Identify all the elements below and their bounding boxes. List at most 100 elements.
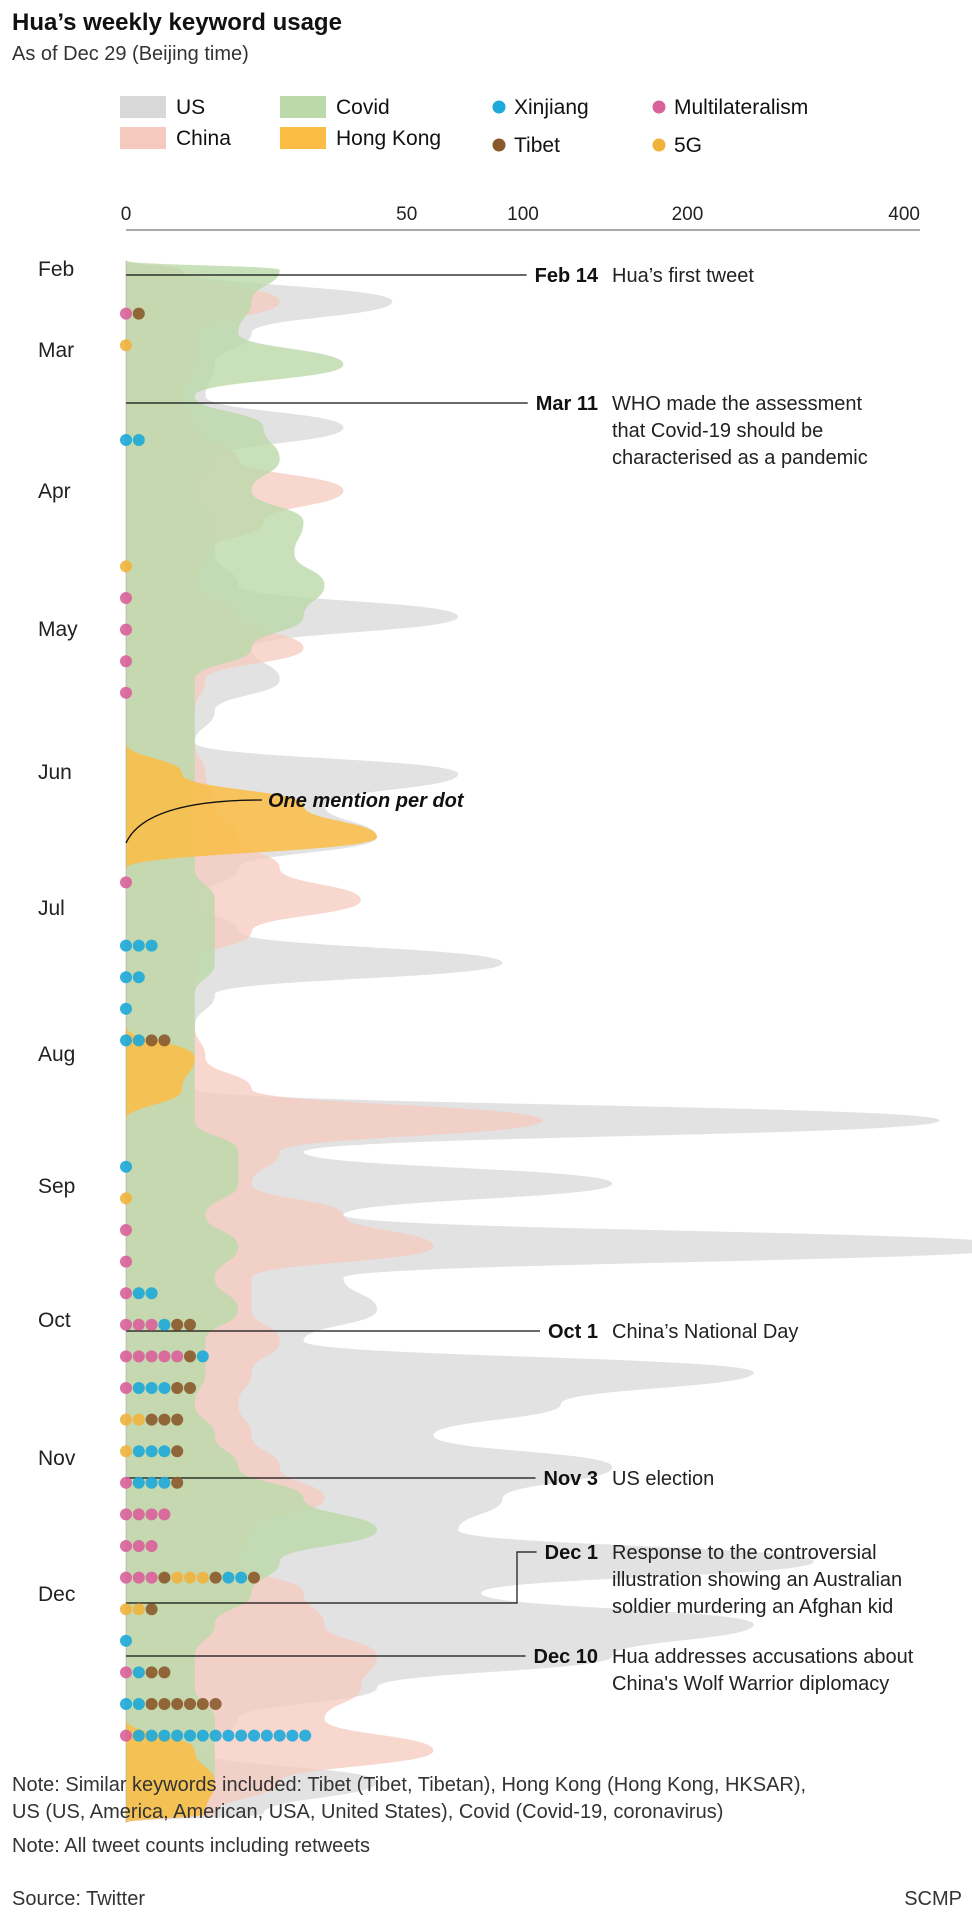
legend-label-hong-kong: Hong Kong: [336, 127, 441, 150]
dot-xinjiang: [120, 1002, 132, 1015]
dot-xinjiang: [120, 1034, 132, 1047]
legend-item-5g: 5G: [652, 134, 702, 157]
dot-xinjiang: [158, 1318, 171, 1331]
note-line-1: Note: Similar keywords included: Tibet (…: [12, 1774, 806, 1796]
legend-dot-xinjiang: [492, 100, 506, 114]
dot-xinjiang: [158, 1729, 171, 1742]
annotation-date: Feb 14: [535, 265, 599, 287]
dot-multilateralism: [120, 1476, 132, 1489]
annotation-mar-11: Mar 11 WHO made the assessment that Covid-…: [536, 393, 868, 469]
legend-item-xinjiang: Xinjiang: [492, 96, 589, 119]
month-labels: Feb Mar Apr May Jun Jul Aug Sep Oct Nov Dec: [38, 258, 78, 1606]
dot-xinjiang: [145, 1445, 158, 1458]
month-label-feb: Feb: [38, 258, 74, 281]
dot-tibet: [171, 1318, 184, 1331]
dot-xinjiang: [145, 939, 158, 952]
dot-multilateralism: [145, 1508, 158, 1521]
legend-swatch-china: [120, 127, 166, 149]
legend-label-tibet: Tibet: [514, 134, 560, 157]
legend-swatch-us: [120, 96, 166, 118]
dot-multilateralism: [158, 1350, 171, 1363]
dot-multilateralism: [120, 686, 132, 699]
dot-tibet: [158, 1666, 171, 1679]
area-covid: [126, 260, 378, 1823]
annotation-leader-dec-1: [126, 1551, 537, 1604]
annotation-text-line: US election: [612, 1468, 714, 1490]
annotation-text-line: Hua’s first tweet: [612, 265, 754, 287]
dot-tibet: [145, 1413, 158, 1426]
x-tick-label-400: 400: [888, 204, 920, 225]
dot-tibet: [158, 1034, 171, 1047]
dot-multilateralism: [120, 1666, 132, 1679]
dot-tibet: [209, 1571, 222, 1584]
dot-5g: [120, 339, 132, 352]
dot-tibet: [171, 1445, 184, 1458]
dot-xinjiang: [235, 1571, 248, 1584]
month-label-may: May: [38, 618, 78, 641]
legend-label-covid: Covid: [336, 96, 390, 119]
dot-xinjiang: [235, 1729, 248, 1742]
legend-label-5g: 5G: [674, 134, 702, 157]
dot-xinjiang: [145, 1382, 158, 1394]
dot-5g: [120, 1603, 132, 1616]
dot-multilateralism: [120, 1729, 132, 1742]
dot-multilateralism: [132, 1540, 145, 1552]
dot-tibet: [171, 1698, 184, 1710]
dot-xinjiang: [120, 971, 132, 984]
dot-multilateralism: [120, 1382, 132, 1394]
month-label-sep: Sep: [38, 1175, 75, 1198]
dot-tibet: [248, 1571, 260, 1584]
dot-xinjiang: [132, 1698, 145, 1710]
annotation-feb-14: Feb 14 Hua’s first tweet: [535, 265, 755, 287]
dot-5g: [184, 1571, 196, 1584]
dot-multilateralism: [145, 1540, 158, 1552]
dot-multilateralism: [132, 1571, 145, 1584]
legend-label-xinjiang: Xinjiang: [514, 96, 589, 119]
legend-label-china: China: [176, 127, 231, 150]
callout-line: [125, 799, 263, 844]
annotation-text-line: Response to the controversial: [612, 1542, 877, 1564]
annotation-text-line: China’s National Day: [612, 1321, 798, 1343]
dot-xinjiang: [196, 1350, 209, 1363]
legend-label-multilateralism: Multilateralism: [674, 96, 808, 119]
dot-tibet: [158, 1413, 171, 1426]
annotation-dec-1: Dec 1 Response to the controversial illust…: [545, 1542, 903, 1618]
dot-multilateralism: [171, 1350, 184, 1363]
dot-tibet: [184, 1350, 196, 1363]
annotation-text-line: Hua addresses accusations about: [612, 1646, 914, 1668]
dot-xinjiang: [145, 1729, 158, 1742]
dot-xinjiang: [222, 1729, 235, 1742]
dot-xinjiang: [132, 1666, 145, 1679]
annotation-lines: [126, 274, 540, 1657]
dot-xinjiang: [132, 1729, 145, 1742]
annotation-text-line: WHO made the assessment: [612, 393, 863, 415]
dot-5g: [120, 560, 132, 573]
annotation-date: Mar 11: [536, 393, 598, 415]
dot-5g: [120, 1192, 132, 1205]
annotation-text-line: characterised as a pandemic: [612, 447, 868, 469]
dot-xinjiang: [184, 1729, 196, 1742]
dot-xinjiang: [132, 1034, 145, 1047]
dot-tibet: [196, 1698, 209, 1710]
legend-swatch-covid: [280, 96, 326, 118]
x-tick-label-200: 200: [672, 204, 704, 225]
month-label-nov: Nov: [38, 1447, 76, 1470]
legend-item-covid: Covid: [280, 96, 390, 119]
x-axis: 0 50 100 200 400: [121, 204, 920, 231]
chart-title: Hua’s weekly keyword usage: [12, 9, 342, 36]
dot-tibet: [145, 1666, 158, 1679]
annotation-date: Dec 10: [534, 1646, 599, 1668]
callout-label: One mention per dot: [268, 790, 465, 812]
dot-tibet: [145, 1698, 158, 1710]
dot-rows: [120, 307, 312, 1742]
dot-multilateralism: [120, 876, 132, 889]
dot-xinjiang: [299, 1729, 312, 1742]
month-label-aug: Aug: [38, 1043, 75, 1066]
dot-multilateralism: [120, 1255, 132, 1268]
dot-5g: [120, 1445, 132, 1458]
chart-subtitle: As of Dec 29 (Beijing time): [12, 43, 249, 65]
dot-xinjiang: [120, 434, 132, 446]
dot-5g: [171, 1571, 184, 1584]
x-tick-label-50: 50: [396, 204, 417, 225]
callout: One mention per dot: [125, 790, 465, 844]
